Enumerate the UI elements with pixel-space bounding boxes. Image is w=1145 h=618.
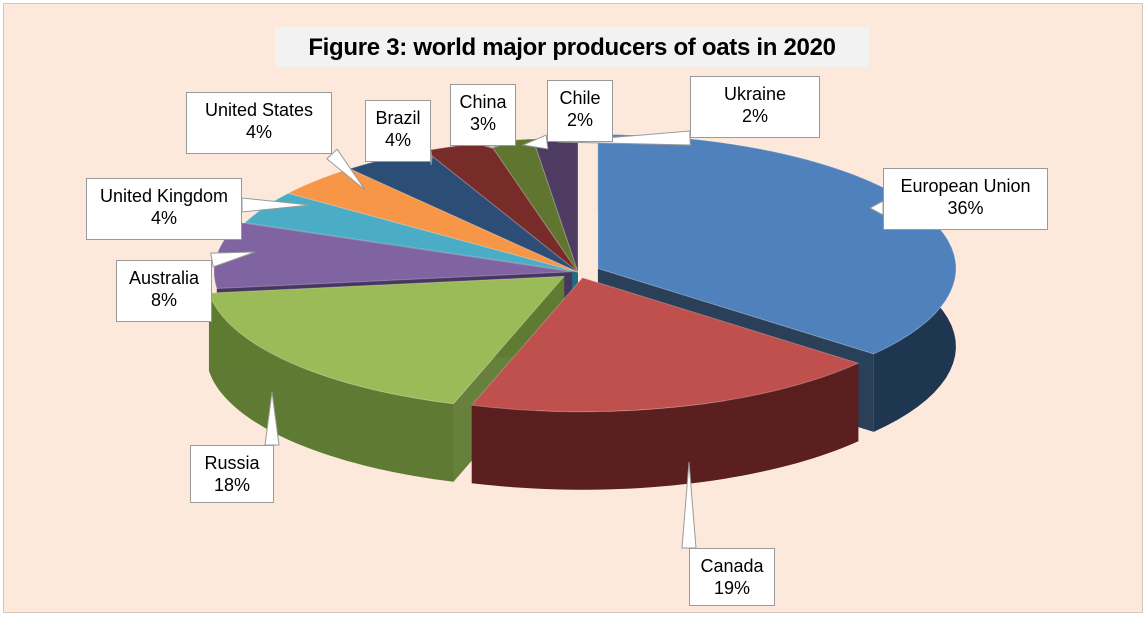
data-label-china: China 3% bbox=[450, 84, 516, 146]
data-label-value: 8% bbox=[150, 290, 177, 310]
data-label-value: 4% bbox=[384, 130, 411, 150]
data-label-ukraine: Ukraine 2% bbox=[690, 76, 820, 138]
callout-pointer-united-states bbox=[326, 148, 366, 191]
callout-pointer-brazil bbox=[430, 150, 433, 166]
data-label-value: 2% bbox=[566, 110, 593, 130]
chart-title: Figure 3: world major producers of oats … bbox=[308, 34, 836, 61]
callout-pointer-china bbox=[484, 145, 500, 149]
slice-russia bbox=[208, 275, 566, 405]
data-label-name: China bbox=[459, 92, 507, 112]
slice-canada bbox=[470, 277, 860, 413]
data-label-name: Canada bbox=[700, 556, 764, 576]
callout-pointer-australia bbox=[210, 251, 256, 268]
chart-title-background bbox=[275, 27, 869, 67]
data-label-russia: Russia 18% bbox=[190, 445, 274, 503]
data-label-name: United States bbox=[204, 100, 314, 120]
data-label-name: Brazil bbox=[375, 108, 421, 128]
slice-side-russia bbox=[209, 293, 454, 482]
data-label-name: Ukraine bbox=[723, 84, 787, 104]
data-label-value: 36% bbox=[947, 198, 984, 218]
callout-pointer-united-kingdom bbox=[241, 197, 311, 213]
data-label-australia: Australia 8% bbox=[116, 260, 212, 322]
data-label-name: Australia bbox=[128, 268, 200, 288]
data-label-value: 4% bbox=[245, 122, 272, 142]
data-label-name: Russia bbox=[204, 453, 260, 473]
data-label-united-states: United States 4% bbox=[186, 92, 332, 154]
data-label-value: 4% bbox=[150, 208, 177, 228]
callout-pointer-chile bbox=[521, 134, 549, 150]
data-label-value: 19% bbox=[713, 578, 751, 598]
data-label-chile: Chile 2% bbox=[547, 80, 613, 142]
data-label-united-kingdom: United Kingdom 4% bbox=[86, 178, 242, 240]
data-label-name: Chile bbox=[559, 88, 601, 108]
data-label-value: 3% bbox=[469, 114, 496, 134]
data-label-value: 18% bbox=[213, 475, 251, 495]
data-label-name: United Kingdom bbox=[99, 186, 229, 206]
data-label-brazil: Brazil 4% bbox=[365, 100, 431, 162]
data-label-european-union: European Union 36% bbox=[883, 168, 1048, 230]
data-label-value: 2% bbox=[741, 106, 768, 126]
data-label-name: European Union bbox=[900, 176, 1031, 196]
data-label-canada: Canada 19% bbox=[689, 548, 775, 606]
